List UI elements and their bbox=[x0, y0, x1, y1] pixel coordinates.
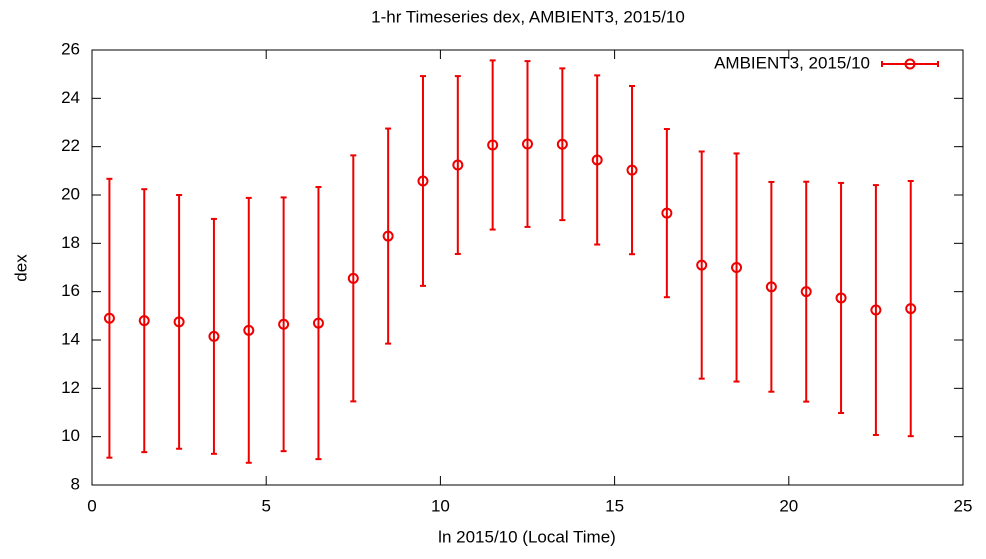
data-point bbox=[278, 318, 290, 330]
x-tick-label: 10 bbox=[431, 496, 450, 515]
data-point bbox=[870, 304, 882, 316]
data-point bbox=[417, 175, 429, 187]
data-point bbox=[347, 272, 359, 284]
data-point bbox=[731, 262, 743, 273]
plot-frame bbox=[91, 49, 964, 486]
y-tick-label: 16 bbox=[61, 281, 80, 300]
x-tick-label: 25 bbox=[954, 496, 973, 515]
data-point bbox=[138, 315, 150, 327]
data-point bbox=[522, 138, 533, 150]
y-axis-label: dex bbox=[11, 254, 30, 282]
data-point bbox=[835, 292, 847, 304]
legend-label: AMBIENT3, 2015/10 bbox=[714, 53, 870, 72]
data-point bbox=[208, 330, 220, 342]
data-point bbox=[103, 312, 115, 324]
y-tick-label: 26 bbox=[61, 39, 80, 58]
data-point bbox=[800, 286, 812, 298]
data-point bbox=[312, 317, 324, 329]
data-point bbox=[487, 139, 499, 151]
y-tick-label: 8 bbox=[71, 474, 80, 493]
data-point bbox=[765, 281, 777, 293]
data-point bbox=[382, 230, 394, 242]
data-point bbox=[696, 259, 708, 271]
data-point bbox=[626, 164, 638, 176]
data-point bbox=[452, 159, 464, 171]
x-tick-label: 5 bbox=[261, 496, 270, 515]
y-tick-label: 14 bbox=[61, 329, 80, 348]
data-point bbox=[591, 154, 603, 166]
y-tick-label: 20 bbox=[61, 184, 80, 203]
data-point bbox=[661, 207, 673, 219]
data-point bbox=[173, 316, 185, 328]
data-point bbox=[556, 138, 568, 150]
y-tick-label: 12 bbox=[61, 378, 80, 397]
y-tick-label: 24 bbox=[61, 88, 80, 107]
x-tick-label: 20 bbox=[779, 496, 798, 515]
x-tick-label: 0 bbox=[87, 496, 96, 515]
chart-title: 1-hr Timeseries dex, AMBIENT3, 2015/10 bbox=[371, 7, 685, 26]
y-tick-label: 10 bbox=[61, 426, 80, 445]
data-point bbox=[243, 324, 255, 336]
y-tick-label: 18 bbox=[61, 233, 80, 252]
x-tick-label: 15 bbox=[605, 496, 624, 515]
x-axis-label: ln 2015/10 (Local Time) bbox=[438, 527, 616, 546]
y-tick-label: 22 bbox=[61, 136, 80, 155]
data-point bbox=[905, 303, 917, 315]
legend-swatch bbox=[904, 58, 916, 70]
